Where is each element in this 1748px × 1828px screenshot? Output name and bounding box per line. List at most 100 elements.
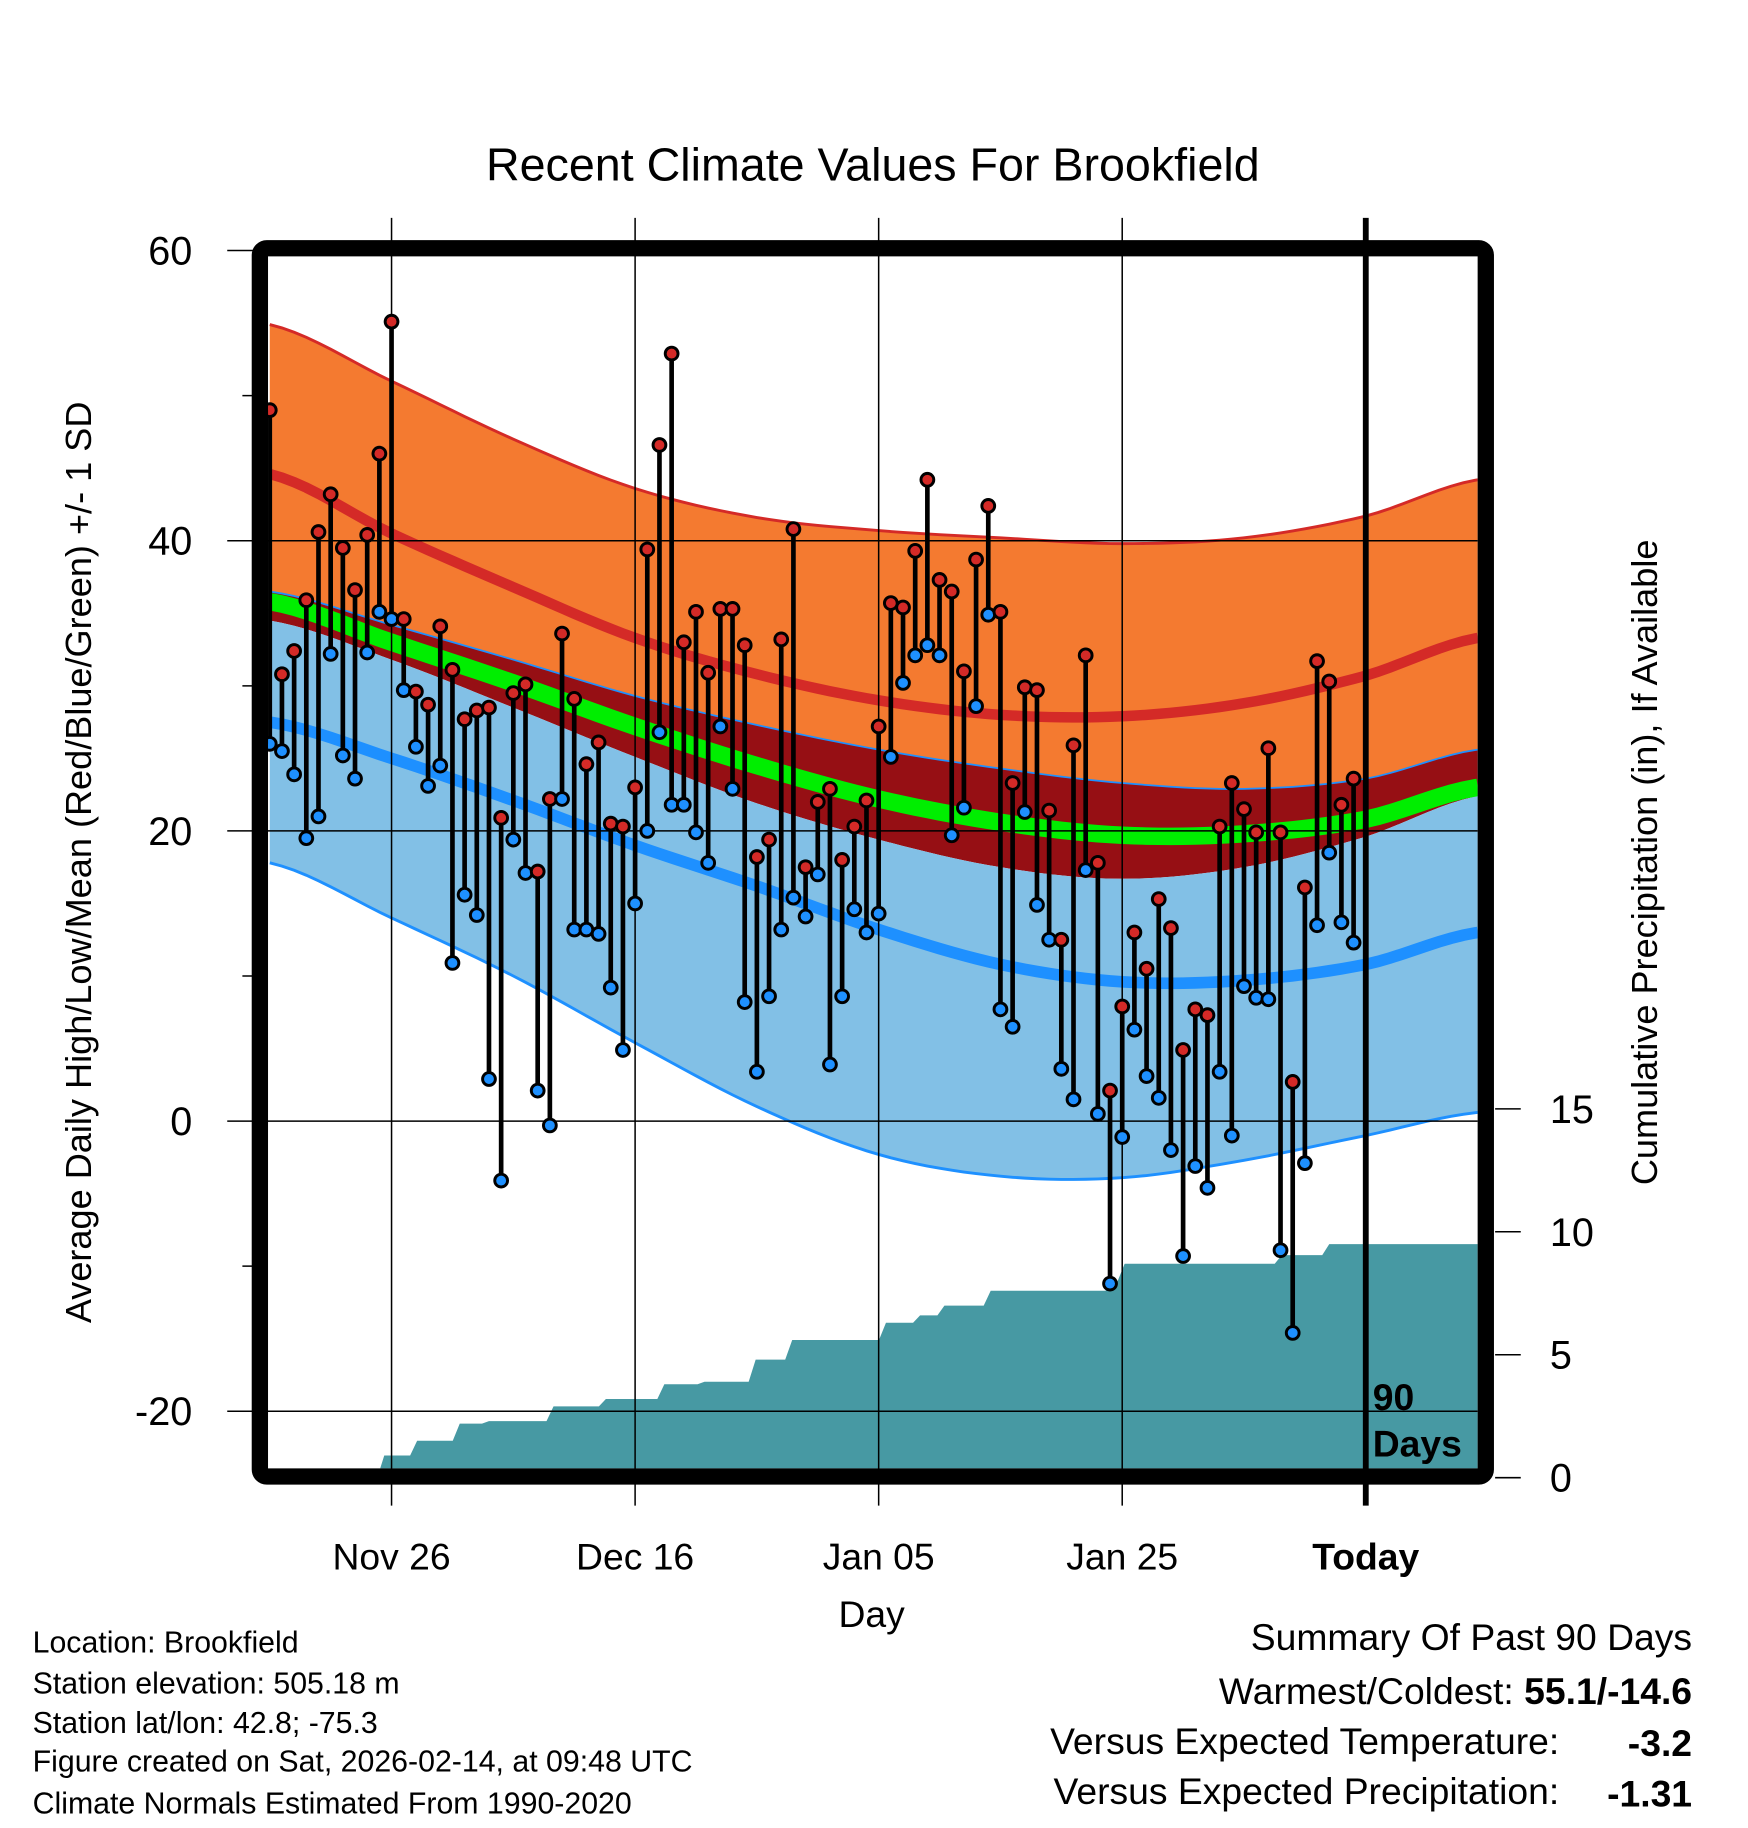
daily-low-point [1102, 1275, 1118, 1292]
daily-low-point [432, 757, 449, 774]
daily-low-point [1029, 897, 1045, 913]
daily-high-point [615, 818, 631, 835]
plot-frame [251, 240, 1494, 1485]
daily-high-point [1187, 1001, 1204, 1018]
daily-high-point [481, 699, 497, 716]
daily-low-point [359, 644, 376, 661]
daily-high-point [1199, 1007, 1216, 1024]
daily-high-point [334, 540, 351, 556]
right-tick-label: 10 [1550, 1211, 1594, 1255]
right-tick-label: 5 [1550, 1334, 1572, 1378]
daily-low-point [943, 827, 960, 844]
precip-anomaly-label: Versus Expected Precipitation: [1054, 1770, 1560, 1812]
daily-high-point [736, 637, 753, 654]
daily-low-point [675, 796, 692, 813]
x-tick-label: Jan 25 [1066, 1536, 1178, 1578]
cumulative-precip-area [380, 1244, 1478, 1469]
daily-high-point [943, 583, 960, 600]
daily-low-point [749, 1063, 765, 1080]
daily-low-point [286, 766, 302, 783]
daily-high-point [1126, 924, 1143, 941]
footer-location: Location: Brookfield [33, 1626, 299, 1659]
y-tick-label: 20 [148, 810, 192, 854]
daily-high-point [1248, 824, 1265, 841]
daily-high-point [371, 445, 388, 462]
daily-high-point [1150, 891, 1167, 907]
daily-high-point [1102, 1082, 1118, 1099]
daily-low-point [834, 988, 850, 1005]
warmest-value: 55.1/-14.6 [1524, 1670, 1692, 1712]
daily-low-point [420, 778, 436, 794]
daily-high-point [700, 664, 717, 681]
daily-low-point [298, 830, 315, 847]
daily-low-point [627, 895, 643, 912]
daily-low-point [822, 1056, 838, 1073]
daily-low-point [773, 921, 790, 938]
y-axis-label: Average Daily High/Low/Mean (Red/Blue/Gr… [58, 402, 99, 1324]
daily-low-point [274, 743, 290, 759]
daily-high-point [456, 711, 473, 728]
daily-high-point [347, 582, 363, 598]
observed-series [268, 313, 1362, 1341]
daily-low-point [1126, 1021, 1143, 1038]
daily-low-point [846, 901, 863, 918]
temp-anomaly-value: -3.2 [1628, 1722, 1692, 1764]
daily-high-point [846, 818, 863, 835]
overlap-band [269, 591, 1478, 879]
y-tick-label: 0 [170, 1100, 192, 1144]
station-info: Location: Brookfield Station elevation: … [33, 1626, 693, 1820]
daily-high-point [493, 809, 510, 826]
daily-low-point [554, 791, 570, 807]
daily-low-point [931, 647, 948, 664]
footer-elevation: Station elevation: 505.18 m [33, 1667, 400, 1700]
daily-high-point [688, 603, 704, 620]
daily-high-point [1065, 737, 1082, 754]
daily-high-point [773, 631, 790, 648]
daily-high-point [322, 486, 339, 503]
x-tick-label: Today [1312, 1536, 1419, 1578]
daily-low-point [639, 823, 656, 839]
daily-high-point [822, 780, 838, 797]
daily-high-point [870, 718, 887, 735]
daily-high-point [1077, 647, 1094, 664]
plot-area [268, 323, 1478, 1469]
daily-low-point [761, 988, 777, 1005]
right-tick-label: 0 [1550, 1457, 1572, 1501]
daily-low-point [736, 994, 753, 1010]
daily-high-point [809, 794, 826, 810]
daily-high-point [785, 521, 802, 537]
y-tick-label: -20 [135, 1390, 192, 1434]
daily-high-point [286, 643, 302, 659]
daily-low-point [529, 1082, 546, 1099]
daily-low-point [1077, 862, 1094, 878]
daily-high-point [675, 634, 692, 651]
daily-low-point [615, 1042, 631, 1058]
daily-high-point [1321, 673, 1338, 690]
footer-created: Figure created on Sat, 2026-02-14, at 09… [33, 1745, 693, 1778]
daily-high-point [529, 863, 546, 880]
daily-low-point [1089, 1105, 1106, 1122]
daily-high-point [749, 849, 765, 865]
daily-low-point [1223, 1127, 1240, 1144]
daily-high-point [761, 831, 777, 848]
daily-high-point [980, 498, 997, 514]
daily-low-point [1272, 1242, 1289, 1259]
daily-low-point [968, 698, 984, 714]
summary-heading: Summary Of Past 90 Days [1251, 1616, 1692, 1658]
daily-high-point [663, 345, 680, 362]
daily-high-point [359, 527, 376, 543]
daily-low-point [956, 799, 972, 816]
daily-low-point [1114, 1129, 1131, 1145]
daily-high-point [907, 543, 924, 559]
daily-high-point [1041, 802, 1058, 819]
daily-low-point [1138, 1068, 1155, 1084]
daily-high-point [931, 572, 948, 588]
period-label-number: 90 [1373, 1376, 1414, 1418]
warmest-label: Warmest/Coldest: [1219, 1670, 1524, 1712]
daily-low-point [1175, 1248, 1191, 1264]
daily-low-point [1065, 1091, 1082, 1108]
daily-low-point [797, 908, 814, 925]
daily-low-point [1284, 1325, 1301, 1341]
x-tick-label: Nov 26 [332, 1536, 450, 1578]
daily-low-point [1211, 1063, 1228, 1080]
